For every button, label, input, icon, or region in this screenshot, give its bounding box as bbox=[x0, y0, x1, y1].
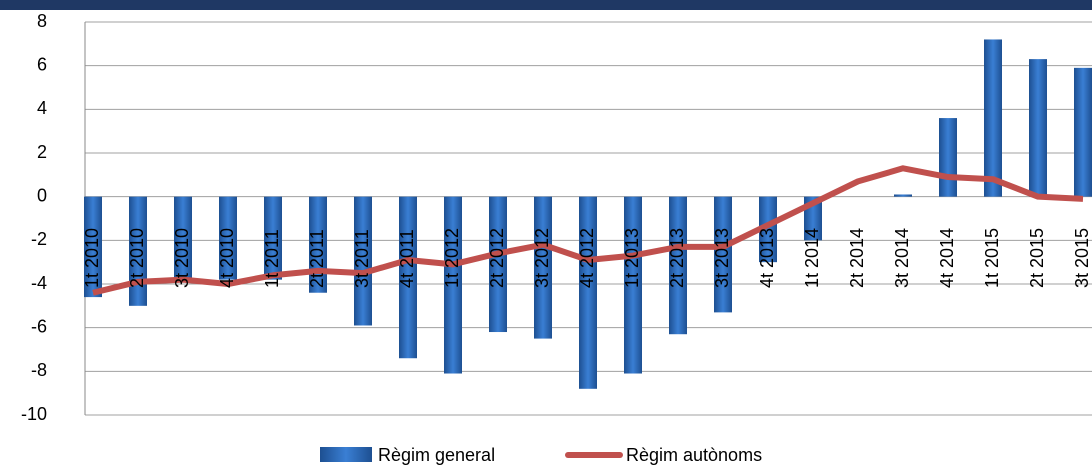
x-tick-label: 2t 2014 bbox=[847, 228, 867, 288]
bar bbox=[669, 196, 687, 335]
y-tick-label: -6 bbox=[31, 316, 47, 336]
y-tick-label: -8 bbox=[31, 360, 47, 380]
x-tick-label: 2t 2011 bbox=[307, 229, 327, 288]
y-tick-label: -2 bbox=[31, 229, 47, 249]
y-tick-label: 4 bbox=[37, 98, 47, 118]
bar bbox=[1029, 59, 1047, 197]
x-tick-label: 3t 2011 bbox=[352, 229, 372, 288]
bar bbox=[399, 196, 417, 359]
legend-label: Règim autònoms bbox=[626, 445, 762, 465]
bar bbox=[759, 196, 777, 263]
x-tick-label: 4t 2013 bbox=[757, 228, 777, 288]
bar bbox=[489, 196, 507, 333]
bar bbox=[264, 196, 282, 280]
x-tick-label: 1t 2011 bbox=[262, 229, 282, 288]
bar bbox=[984, 39, 1002, 197]
bar bbox=[624, 196, 642, 374]
y-tick-label: 0 bbox=[37, 185, 47, 205]
bar bbox=[219, 196, 237, 280]
bar bbox=[714, 196, 732, 313]
x-tick-label: 3t 2015 bbox=[1072, 228, 1092, 288]
x-tick-label: 3t 2013 bbox=[712, 228, 732, 288]
bar bbox=[939, 118, 957, 197]
x-tick-label: 3t 2010 bbox=[172, 228, 192, 288]
bar bbox=[129, 196, 147, 306]
bar bbox=[534, 196, 552, 339]
x-tick-label: 2t 2010 bbox=[127, 228, 147, 288]
bar bbox=[84, 196, 102, 298]
x-tick-label: 2t 2013 bbox=[667, 228, 687, 288]
y-tick-label: 6 bbox=[37, 54, 47, 74]
legend-label: Règim general bbox=[378, 445, 495, 465]
y-tick-label: -4 bbox=[31, 273, 47, 293]
x-tick-label: 4t 2012 bbox=[577, 228, 597, 288]
bar bbox=[174, 196, 192, 282]
x-tick-label: 1t 2010 bbox=[82, 228, 102, 288]
x-tick-label: 4t 2014 bbox=[937, 228, 957, 288]
x-tick-label: 1t 2012 bbox=[442, 228, 462, 288]
x-tick-label: 2t 2015 bbox=[1027, 228, 1047, 288]
x-tick-label: 3t 2014 bbox=[892, 228, 912, 288]
x-tick-label: 4t 2010 bbox=[217, 228, 237, 288]
top-band bbox=[0, 0, 1092, 10]
line bbox=[92, 165, 1084, 296]
bar bbox=[894, 194, 912, 197]
x-tick-label: 1t 2015 bbox=[982, 228, 1002, 288]
x-tick-label: 2t 2012 bbox=[487, 228, 507, 288]
bar bbox=[354, 196, 372, 326]
y-tick-label: 8 bbox=[37, 11, 47, 31]
y-tick-label: -10 bbox=[21, 404, 47, 424]
x-tick-label: 3t 2012 bbox=[532, 228, 552, 288]
x-tick-label: 1t 2013 bbox=[622, 228, 642, 288]
x-tick-label: 1t 2014 bbox=[802, 228, 822, 288]
bar bbox=[579, 196, 597, 389]
x-tick-label: 4t 2011 bbox=[397, 229, 417, 288]
y-tick-label: 2 bbox=[37, 142, 47, 162]
bar bbox=[1074, 67, 1092, 197]
bar bbox=[444, 196, 462, 374]
legend-swatch bbox=[320, 447, 372, 462]
